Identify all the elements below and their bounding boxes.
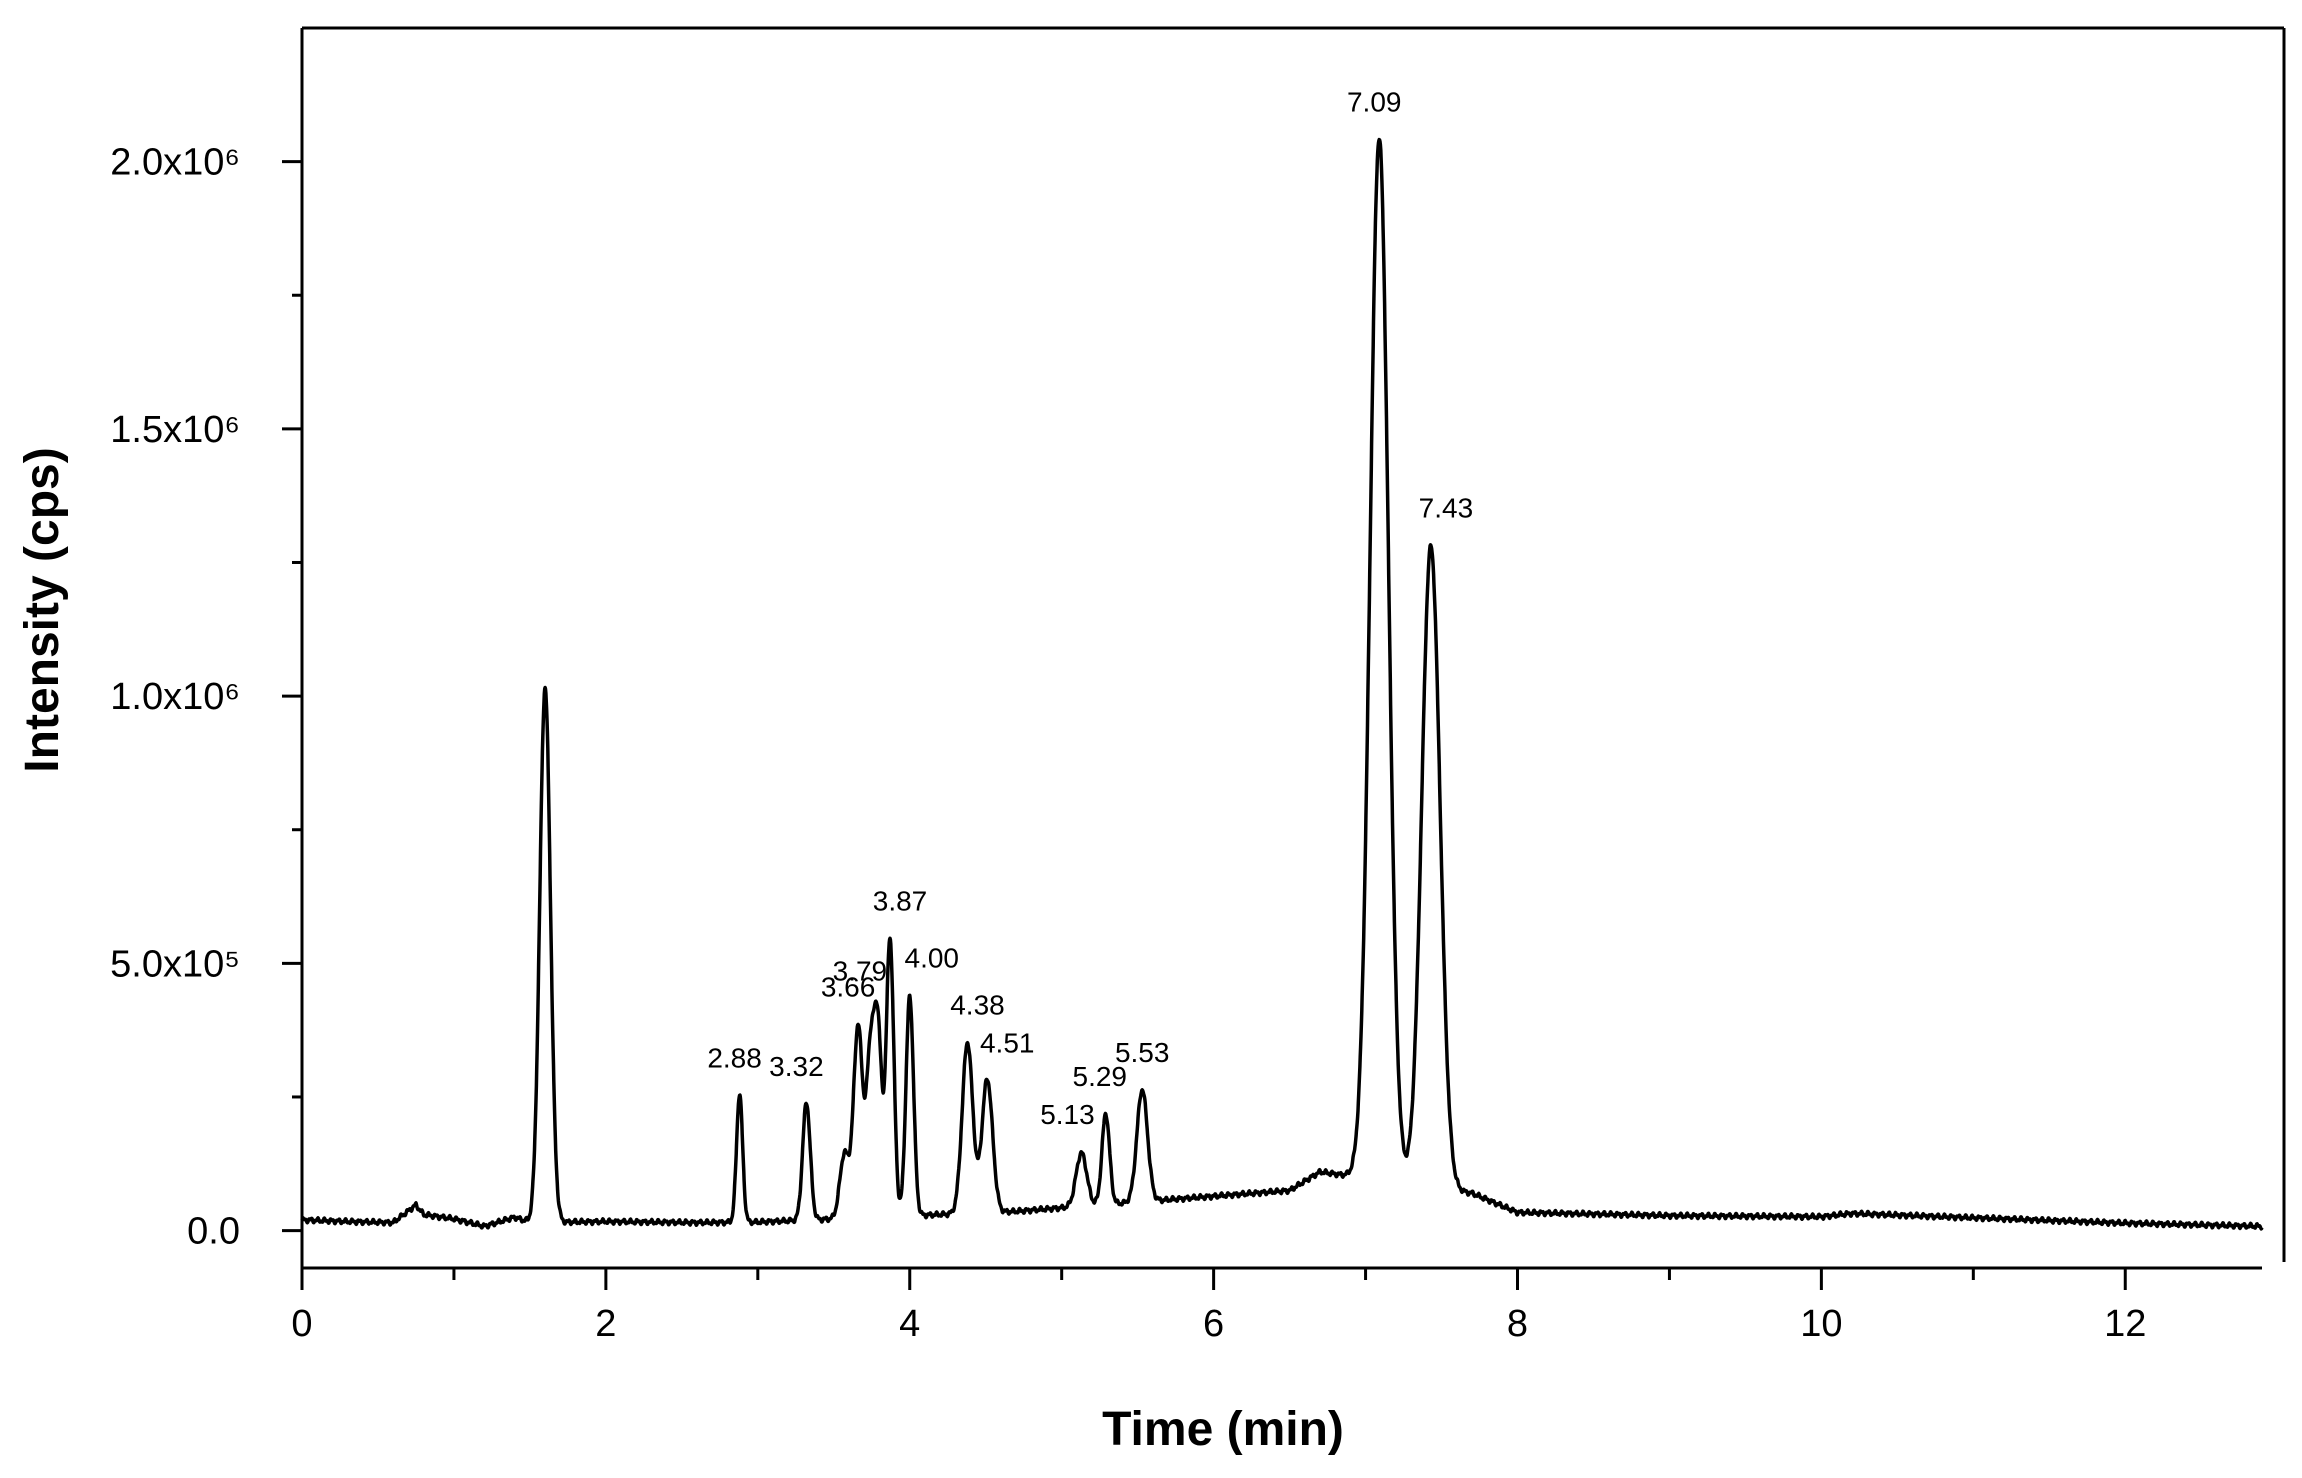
- peak-label: 3.87: [873, 885, 928, 916]
- peak-label: 5.29: [1073, 1061, 1128, 1092]
- peak-label: 2.88: [707, 1042, 762, 1073]
- peak-label: 3.32: [769, 1051, 824, 1082]
- peak-label: 5.13: [1040, 1099, 1095, 1130]
- x-tick-label: 2: [595, 1303, 616, 1345]
- peak-label: 7.43: [1419, 492, 1474, 523]
- x-tick-label: 4: [899, 1303, 920, 1345]
- x-tick-label: 8: [1507, 1303, 1528, 1345]
- y-axis-title: Intensity (cps): [16, 447, 69, 772]
- peak-label: 3.66: [821, 971, 876, 1002]
- x-tick-label: 10: [1800, 1303, 1842, 1345]
- peak-label: 4.38: [950, 990, 1005, 1021]
- peak-label: 3.79: [833, 956, 888, 987]
- y-tick-label: 5.0x10⁵: [110, 943, 240, 985]
- peak-label: 4.00: [905, 942, 960, 973]
- peak-label: 5.53: [1115, 1037, 1170, 1068]
- x-tick-label: 6: [1203, 1303, 1224, 1345]
- y-tick-label: 2.0x10⁶: [110, 142, 240, 184]
- y-tick-label: 1.5x10⁶: [110, 409, 240, 451]
- peak-label: 7.09: [1347, 87, 1402, 118]
- x-tick-label: 0: [291, 1303, 312, 1345]
- peak-label: 4.51: [980, 1027, 1035, 1058]
- y-tick-label: 0.0: [187, 1211, 240, 1253]
- y-tick-label: 1.0x10⁶: [110, 676, 240, 718]
- x-axis-title: Time (min): [1102, 1403, 1344, 1456]
- x-tick-label: 12: [2104, 1303, 2146, 1345]
- chromatogram-trace: [300, 137, 2264, 1231]
